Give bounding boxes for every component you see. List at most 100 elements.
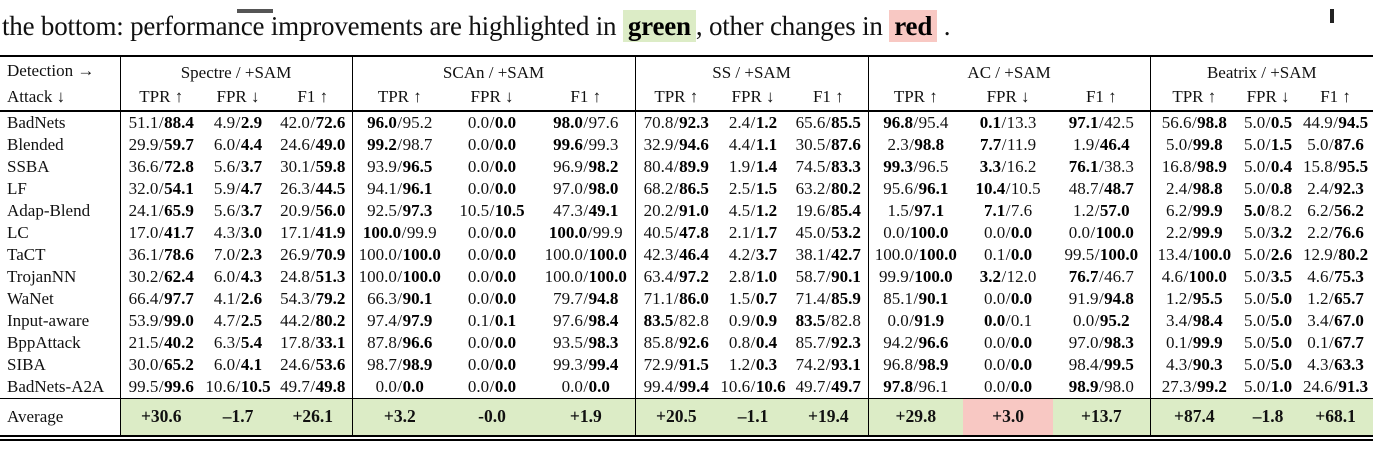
sam-value: 54.1 — [164, 179, 194, 198]
sam-value: 96.6 — [402, 333, 433, 352]
sam-value: 49.8 — [315, 377, 346, 396]
value-separator: / — [673, 135, 679, 154]
average-label: Average — [0, 398, 120, 436]
baseline-value: 0.0 — [467, 157, 490, 176]
value-separator: / — [235, 289, 241, 308]
metric-cell: 16.8/98.9 — [1149, 156, 1239, 178]
sam-value: 99.4 — [588, 355, 619, 374]
sam-value: 0.4 — [1270, 157, 1293, 176]
metric-cell: 5.0/5.0 — [1238, 288, 1298, 310]
baseline-value: 30.0 — [128, 355, 159, 374]
value-separator: / — [235, 377, 241, 396]
value-separator: / — [1098, 355, 1104, 374]
value-separator: / — [583, 113, 589, 132]
baseline-value: 0.0 — [561, 377, 583, 396]
metric-cell: 5.0/2.6 — [1238, 244, 1298, 266]
baseline-value: 100.0 — [362, 223, 402, 242]
baseline-value: 5.0 — [1307, 135, 1329, 154]
value-separator: / — [1098, 377, 1104, 396]
metric-cell: 42.3/46.4 — [634, 244, 718, 266]
value-separator: / — [235, 113, 241, 132]
baseline-value: 24.6 — [1302, 377, 1333, 396]
sam-value: 85.9 — [831, 289, 861, 308]
metric-cell: 44.9/94.5 — [1298, 111, 1373, 134]
metric-cell: 2.4/92.3 — [1298, 178, 1373, 200]
sam-value: 0.0 — [494, 223, 517, 242]
metric-cell: 0.9/0.9 — [717, 310, 789, 332]
baseline-value: 83.5 — [643, 311, 674, 330]
value-separator: / — [158, 135, 164, 154]
baseline-value: 6.3 — [213, 333, 236, 352]
baseline-value: 95.6 — [883, 179, 913, 198]
sam-value: 100.0 — [588, 267, 627, 286]
metric-cell: 99.5/99.6 — [119, 376, 202, 399]
sam-value: 100.0 — [1095, 223, 1134, 242]
column-group-label: AC / +SAM — [867, 56, 1151, 83]
sam-value: 98.3 — [588, 333, 619, 352]
baseline-value: 1.2 — [1072, 201, 1095, 220]
value-separator: / — [489, 113, 495, 132]
value-separator: / — [673, 355, 679, 374]
value-separator: / — [310, 289, 316, 308]
sam-value: 94.6 — [679, 135, 709, 154]
metric-cell: 92.5/97.3 — [351, 200, 448, 222]
metric-cell: 0.0/0.0 — [963, 332, 1053, 354]
value-separator: / — [1265, 267, 1271, 286]
average-cell: –1.7 — [202, 398, 274, 436]
baseline-value: 72.9 — [643, 355, 674, 374]
value-separator: / — [825, 135, 831, 154]
baseline-value: 51.1 — [128, 113, 159, 132]
sam-value: 98.0 — [588, 179, 619, 198]
value-separator: / — [1094, 245, 1100, 264]
sam-value: 94.8 — [1104, 289, 1134, 308]
sam-value: 0.8 — [1270, 179, 1293, 198]
sam-value: 92.3 — [679, 113, 709, 132]
metric-header: TPR ↑ — [867, 83, 964, 112]
value-separator: / — [825, 223, 831, 242]
baseline-value: 1.9 — [1072, 135, 1095, 154]
sam-value: 99.2 — [1197, 377, 1227, 396]
baseline-value: 6.0 — [213, 267, 236, 286]
value-separator: / — [1094, 135, 1100, 154]
metric-cell: 10.6/10.6 — [717, 376, 789, 399]
value-separator: / — [1191, 113, 1197, 132]
metric-cell: 0.0/0.0 — [537, 376, 635, 399]
value-separator: / — [489, 311, 495, 330]
baseline-value: 5.0 — [1243, 355, 1266, 374]
table-row: BadNets 51.1/88.4 4.9/2.9 42.0/72.6 96.0/95.… — [0, 111, 1373, 134]
baseline-value: 44.2 — [280, 311, 310, 330]
metric-cell: 2.2/76.6 — [1298, 222, 1373, 244]
value-separator: / — [235, 355, 241, 374]
baseline-value: 2.8 — [728, 267, 751, 286]
baseline-value: 4.1 — [213, 289, 236, 308]
value-separator: / — [750, 201, 756, 220]
metric-cell: 96.0/95.2 — [351, 111, 448, 134]
baseline-value: 93.5 — [553, 333, 583, 352]
value-separator: / — [158, 311, 164, 330]
value-separator: / — [235, 223, 241, 242]
value-separator: / — [750, 135, 756, 154]
sam-value: 82.8 — [831, 311, 861, 330]
baseline-value: 5.0 — [1243, 377, 1266, 396]
sam-value: 2.5 — [240, 311, 263, 330]
table-row: BadNets-A2A 99.5/99.6 10.6/10.5 49.7/49.8 0.… — [0, 376, 1373, 399]
sam-value: 91.5 — [679, 355, 709, 374]
attack-label: SSBA — [7, 157, 50, 176]
baseline-value: 80.4 — [643, 157, 674, 176]
value-separator: / — [583, 377, 589, 396]
sam-value: 1.5 — [755, 179, 778, 198]
sam-value: 96.1 — [918, 377, 949, 396]
value-separator: / — [397, 289, 403, 308]
metric-cell: 100.0/99.9 — [351, 222, 448, 244]
metric-cell: 6.2/99.9 — [1149, 200, 1239, 222]
value-separator: / — [904, 223, 910, 242]
baseline-value: 74.2 — [795, 355, 826, 374]
value-separator: / — [310, 179, 316, 198]
sam-value: 0.0 — [1010, 223, 1033, 242]
baseline-value: 0.0 — [983, 355, 1006, 374]
metric-cell: 45.0/53.2 — [789, 222, 868, 244]
metric-cell: 7.1/7.6 — [963, 200, 1053, 222]
sam-value: 3.7 — [755, 245, 778, 264]
value-separator: / — [673, 157, 679, 176]
sam-value: 4.3 — [240, 267, 263, 286]
